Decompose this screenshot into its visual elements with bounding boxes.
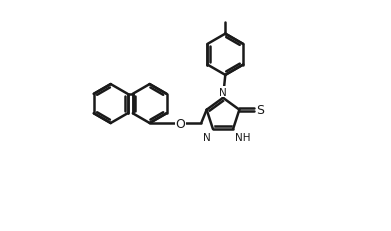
- Text: N: N: [219, 87, 227, 97]
- Text: O: O: [176, 117, 186, 130]
- Text: N: N: [203, 132, 211, 142]
- Text: NH: NH: [235, 132, 251, 142]
- Text: S: S: [256, 104, 265, 117]
